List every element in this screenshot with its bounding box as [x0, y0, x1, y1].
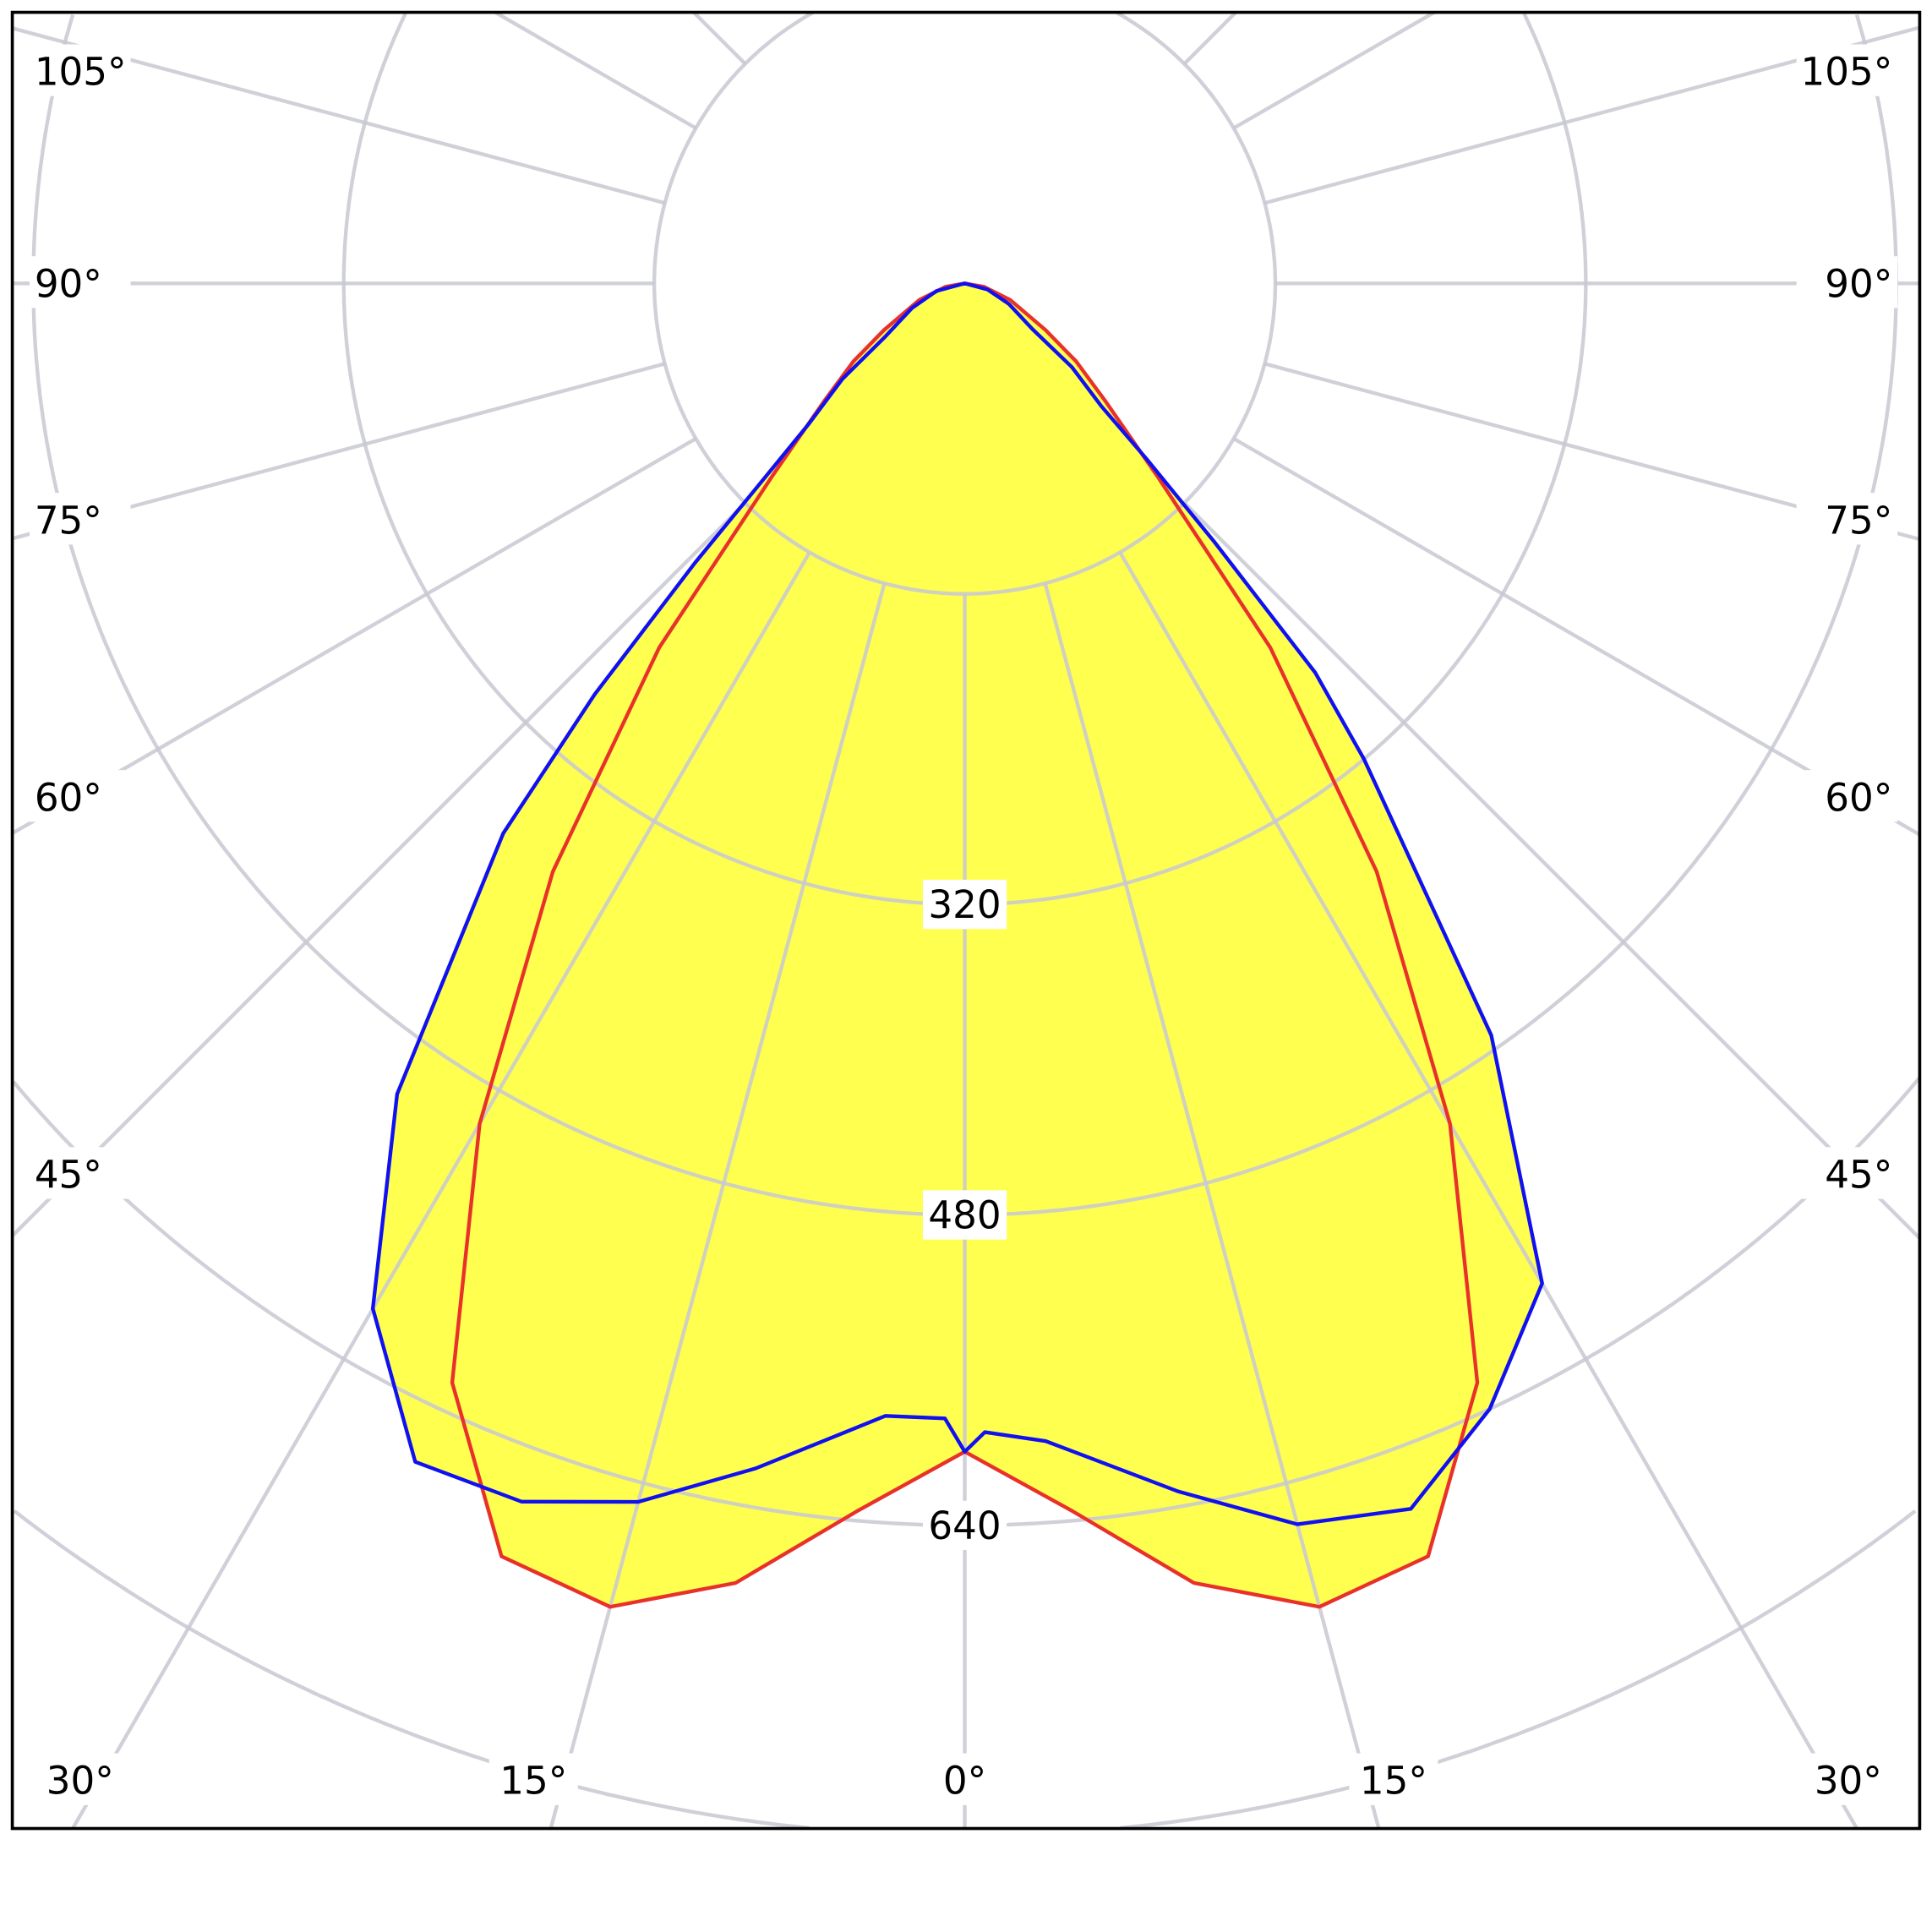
angle-label-bg: [29, 770, 131, 822]
grid-ring-160: [652, 12, 1278, 596]
angle-label: 45°: [1825, 1152, 1892, 1197]
angle-label: 90°: [1825, 261, 1892, 306]
angle-label: 60°: [35, 775, 102, 820]
angle-label-bg: [29, 493, 131, 545]
radial-tick-bg: [922, 879, 1007, 930]
angle-label-bg: [29, 1147, 131, 1199]
grid-spoke-15: [548, 582, 887, 1829]
curve-c90-c270: [370, 281, 1544, 1526]
grid-ring-800: [13, 1509, 1917, 1829]
grid-ring-320: [341, 13, 1588, 907]
grid-spoke-30: [1118, 551, 1858, 1829]
angle-label: 90°: [35, 261, 102, 306]
angle-label-bg: [1796, 493, 1898, 545]
angle-label-bg: [1804, 1753, 1893, 1805]
angle-label-bg: [488, 1753, 578, 1805]
fill-layer: [373, 283, 1542, 1607]
angle-label-bg: [1349, 1753, 1438, 1805]
angle-label: 105°: [35, 50, 127, 95]
angle-label: 30°: [1815, 1759, 1882, 1804]
angle-label-bg: [1796, 256, 1898, 308]
angle-label: 45°: [35, 1152, 102, 1197]
plot-frame: [10, 10, 1922, 1831]
angle-label-bg: [1796, 1147, 1898, 1199]
radial-tick-label: 320: [928, 882, 1001, 927]
angle-label: 30°: [46, 1759, 114, 1804]
angle-label: 15°: [499, 1759, 567, 1804]
radial-tick-label: 640: [928, 1504, 1001, 1548]
angle-label-bg: [920, 1753, 1010, 1805]
radial-tick-label: 480: [928, 1193, 1001, 1238]
angle-label: 15°: [1360, 1759, 1427, 1804]
grid-spoke-135: [692, 12, 747, 66]
grid-spoke-120: [494, 12, 697, 130]
grid-spoke-30: [71, 551, 811, 1829]
angle-label: 0°: [943, 1759, 986, 1804]
angle-label-bg: [29, 256, 131, 308]
angle-label: 105°: [1801, 50, 1893, 95]
radial-tick-bg: [922, 1190, 1007, 1240]
radial-tick-bg: [922, 1500, 1007, 1551]
grid-spoke-120: [1232, 12, 1436, 130]
angle-label: 60°: [1825, 775, 1892, 820]
angle-label-bg: [1796, 770, 1898, 822]
grid-spoke-15: [1043, 582, 1381, 1829]
angle-label-bg: [1796, 44, 1898, 96]
grid-spoke-60: [1232, 437, 1920, 837]
angle-label-bg: [29, 44, 131, 96]
grid-spoke-60: [12, 437, 697, 835]
grid-spoke-45: [1182, 501, 1920, 1240]
curve-layer: [370, 281, 1544, 1609]
grid-spoke-45: [12, 501, 747, 1237]
angle-label: 75°: [35, 498, 102, 543]
angle-label: 75°: [1825, 498, 1892, 543]
grid-spoke-135: [1182, 12, 1237, 66]
angle-label-bg: [35, 1753, 125, 1805]
